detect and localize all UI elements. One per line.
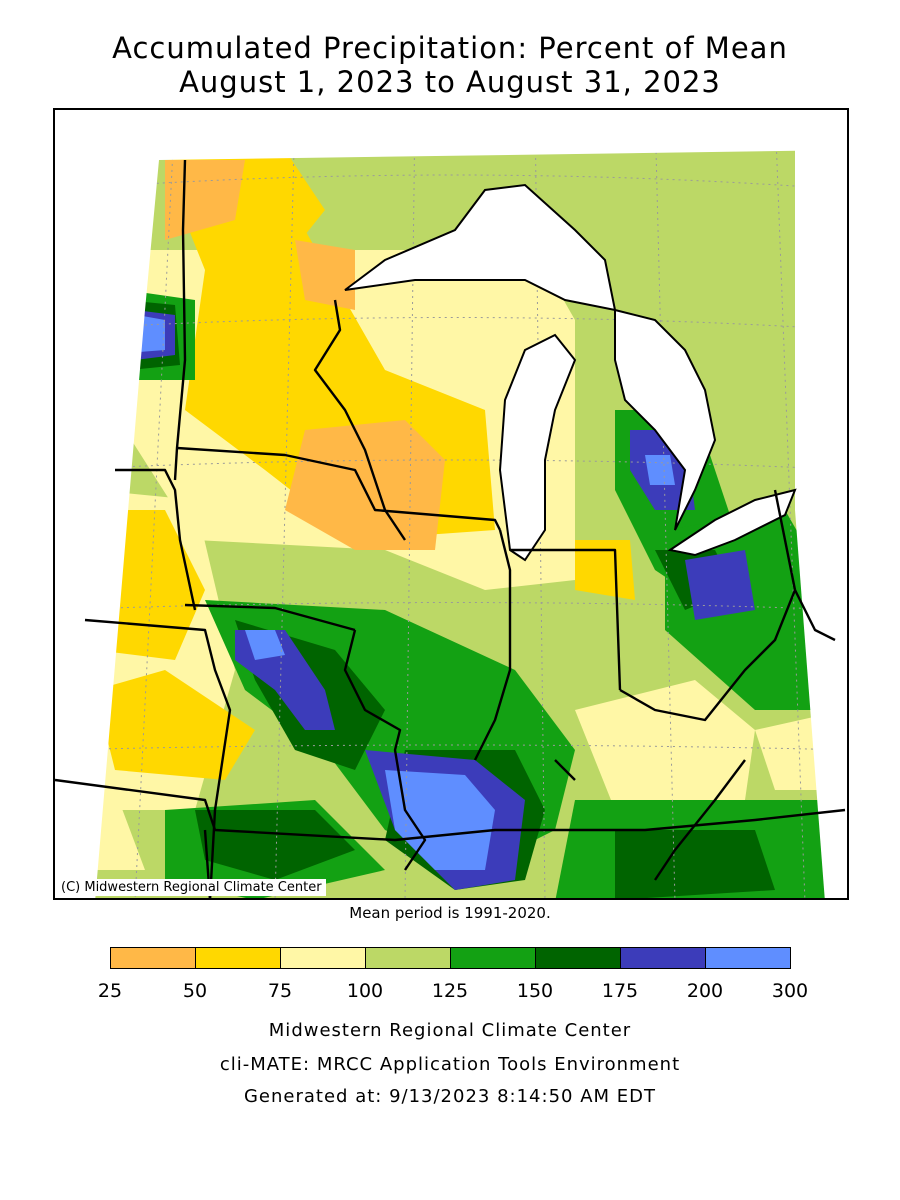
lake-superior (344, 183, 617, 312)
state-borders (55, 159, 846, 898)
legend-tick-label: 25 (97, 980, 123, 1002)
legend-swatch-25-50 (110, 947, 196, 969)
legend-tick-label: 100 (346, 980, 384, 1002)
map-title: Accumulated Precipitation: Percent of Me… (112, 31, 788, 65)
legend-swatch-75-100 (280, 947, 366, 969)
legend-tick-label: 150 (516, 980, 554, 1002)
lake-erie (667, 488, 797, 557)
precipitation-map: (C) Midwestern Regional Climate Center (53, 108, 849, 900)
legend-swatch-100-125 (365, 947, 451, 969)
color-legend (110, 947, 791, 971)
legend-swatch-50-75 (195, 947, 281, 969)
map-subtitle: August 1, 2023 to August 31, 2023 (179, 65, 721, 99)
legend-tick-label: 300 (771, 980, 809, 1002)
copyright-label: (C) Midwestern Regional Climate Center (57, 879, 326, 896)
great-lakes (344, 183, 797, 562)
mean-period-note: Mean period is 1991-2020. (349, 904, 551, 922)
legend-swatch-200-300 (705, 947, 791, 969)
legend-tick-label: 200 (686, 980, 724, 1002)
legend-tick-label: 175 (601, 980, 639, 1002)
zone-25-50 (165, 160, 445, 550)
legend-swatch-125-150 (450, 947, 536, 969)
outside-domain (55, 110, 847, 898)
footer-org: Midwestern Regional Climate Center (268, 1020, 632, 1041)
footer-tool: cli-MATE: MRCC Application Tools Environ… (219, 1054, 681, 1075)
footer-generated: Generated at: 9/13/2023 8:14:50 AM EDT (243, 1086, 656, 1107)
legend-swatch-175-200 (620, 947, 706, 969)
lake-huron (614, 308, 717, 531)
legend-swatch-150-175 (535, 947, 621, 969)
legend-tick-label: 75 (267, 980, 293, 1002)
legend-tick-label: 50 (182, 980, 208, 1002)
lake-michigan (498, 333, 577, 562)
legend-tick-label: 125 (431, 980, 469, 1002)
